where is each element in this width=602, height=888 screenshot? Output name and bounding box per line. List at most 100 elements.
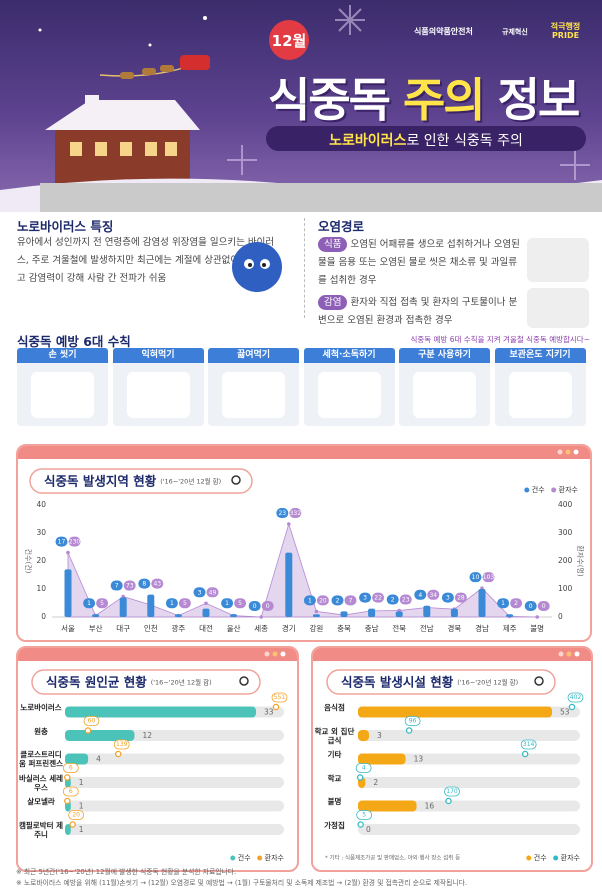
patient-dot (405, 727, 413, 734)
value-pill (469, 572, 482, 583)
y-tick-label: 20 (36, 556, 46, 565)
y2-tick-label: 200 (558, 556, 573, 565)
patient-label: 314 (523, 741, 535, 748)
patient-label: 6 (69, 788, 73, 795)
rule-card: 보관온도 지키기 (494, 348, 586, 426)
legend-label: 건수 (238, 853, 251, 862)
patient-dot (69, 821, 76, 828)
case-label: 0 (366, 825, 371, 834)
value-pill (399, 594, 412, 605)
value-pill (454, 592, 467, 603)
rule-image (126, 372, 190, 418)
patient-label: 96 (409, 718, 417, 725)
route-text: 환자와 직접 접촉 및 환자의 구토물이나 분변으로 오염된 환경과 접촉한 경… (318, 297, 518, 326)
value-label: 0 (529, 603, 533, 610)
value-label: 7 (349, 597, 353, 604)
case-bar (285, 552, 293, 617)
patient-dot (568, 703, 576, 711)
value-label: 103 (483, 574, 495, 581)
x-tick-label: 제주 (503, 624, 517, 633)
y2-tick-label: 400 (558, 500, 573, 509)
value-label: 0 (253, 603, 257, 610)
panel-dot (272, 651, 278, 657)
value-pill (55, 536, 68, 547)
x-tick-label: 경남 (475, 623, 489, 633)
bar-track (358, 730, 580, 741)
panel-bar (18, 446, 590, 459)
panel-dot (573, 449, 579, 455)
y-axis-label: 건수(건) (24, 549, 33, 574)
rule-image (31, 372, 94, 418)
x-tick-label: 경기 (282, 623, 296, 633)
case-bar (358, 706, 552, 718)
search-icon (239, 676, 249, 686)
value-pill (524, 601, 537, 611)
legend-label: 환자수 (561, 853, 581, 862)
value-pill (123, 580, 136, 591)
title-part: 식중독 (268, 73, 391, 127)
x-tick-label: 세종 (254, 624, 268, 633)
case-label: 3 (377, 731, 382, 740)
rule-title: 끓여먹기 (208, 348, 299, 363)
patient-pill (68, 810, 85, 820)
legend-swatch (553, 855, 559, 861)
food-image (527, 238, 589, 282)
chart-subtitle: ('16~'20년 12월 합) (151, 678, 212, 687)
search-icon (534, 676, 544, 686)
chart-title-text: 식중독 발생지역 현황 (44, 473, 157, 488)
value-pill (96, 598, 109, 609)
case-label: 33 (264, 708, 274, 717)
case-label: 16 (425, 802, 435, 811)
case-bar (450, 608, 458, 617)
x-tick-label: 경북 (447, 623, 461, 633)
value-pill (372, 592, 385, 603)
value-label: 5 (238, 600, 242, 607)
y2-axis-label: 환자수(명) (576, 545, 585, 576)
rule-title: 보관온도 지키기 (494, 348, 586, 363)
y-tick-label: 40 (36, 500, 46, 509)
x-tick-label: 전북 (392, 623, 406, 633)
patient-dot (357, 821, 364, 828)
case-bar (395, 611, 403, 617)
value-label: 34 (429, 592, 437, 599)
case-bar (65, 753, 89, 765)
patient-point (287, 522, 291, 526)
x-tick-label: 충남 (365, 624, 379, 633)
value-label: 0 (542, 603, 546, 610)
route-tag: 식품 (318, 237, 348, 252)
value-label: 20 (319, 597, 327, 604)
patient-label: 6 (69, 765, 73, 772)
section-heading: 식중독 예방 6대 수칙 (17, 334, 131, 349)
chart-title: 식중독 발생지역 현황 ('16~'20년 12월 합) (44, 473, 221, 488)
value-label: 230 (69, 539, 81, 546)
section-heading: 노로바이러스 특징 (17, 219, 114, 234)
route-text: 오염된 어패류를 생으로 섭취하거나 오염된 물을 음용 또는 오염된 물로 씻… (318, 239, 520, 286)
chart-title-text: 식중독 원인균 현황 (46, 674, 147, 689)
value-pill (344, 595, 357, 606)
case-bar (230, 614, 238, 617)
case-label: 2 (373, 778, 378, 787)
category-label: 불명 (327, 797, 342, 806)
category-label: 학교 외 집단급식 (314, 726, 355, 745)
virus-icon (232, 242, 282, 292)
rule-image (222, 372, 285, 418)
case-bar (358, 730, 369, 741)
case-bar (92, 614, 100, 617)
value-label: 23 (402, 597, 410, 604)
category-label: 캠필로박터 제주니 (18, 820, 63, 839)
patient-pill (62, 763, 79, 773)
case-bar (64, 569, 72, 617)
chart-panel (16, 444, 592, 642)
patient-point (66, 550, 70, 555)
search-icon (231, 475, 241, 485)
patient-label: 4 (362, 765, 366, 772)
route-tag: 감염 (318, 295, 348, 310)
category-label: 클로스트리디움 퍼프린젠스 (18, 750, 63, 768)
case-bar (65, 706, 256, 718)
patient-point (259, 615, 264, 619)
value-pill (193, 587, 206, 598)
patient-dot (84, 727, 92, 734)
case-label: 53 (560, 708, 570, 717)
patient-dot (114, 750, 122, 758)
case-label: 12 (142, 731, 152, 740)
